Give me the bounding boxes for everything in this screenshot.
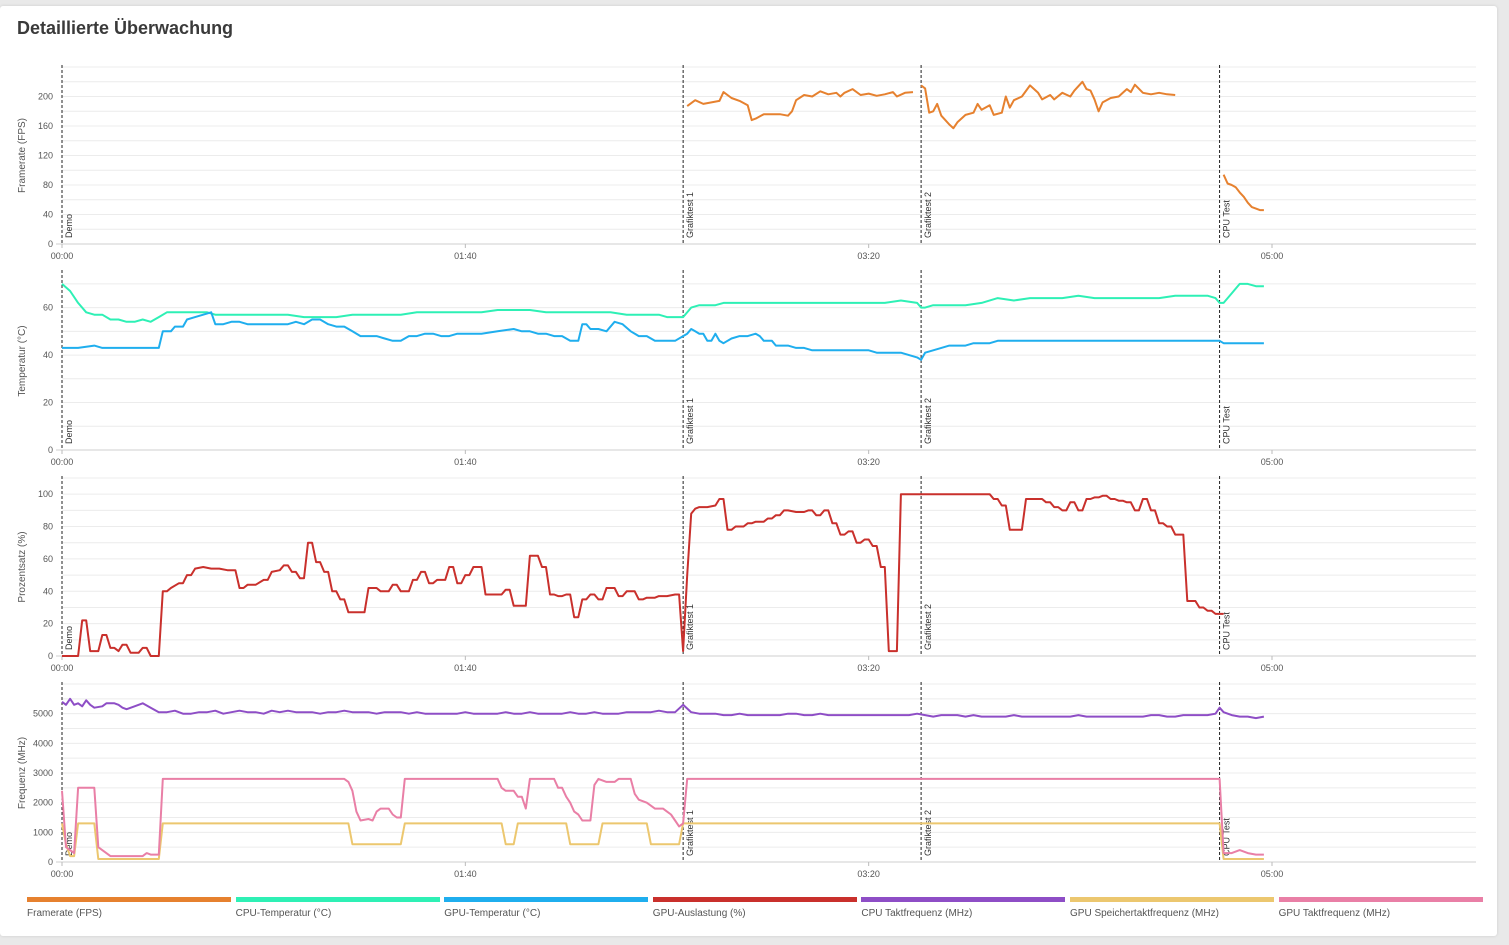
legend-label: Framerate (FPS) bbox=[27, 908, 103, 919]
x-tick-label: 03:20 bbox=[857, 251, 880, 261]
y-axis-label: Temperatur (°C) bbox=[17, 325, 28, 396]
series-line-fps bbox=[686, 88, 914, 122]
y-tick-label: 3000 bbox=[33, 768, 53, 778]
x-tick-label: 00:00 bbox=[51, 251, 74, 261]
y-tick-label: 4000 bbox=[33, 738, 53, 748]
chart-panel-2: 0 20 40 60 Temperatur (°C) 00:00 01:40 03:20 05:… bbox=[17, 270, 1476, 467]
x-tick-label: 05:00 bbox=[1261, 869, 1284, 879]
y-tick-label: 160 bbox=[38, 121, 53, 131]
y-tick-label: 80 bbox=[43, 180, 53, 190]
y-axis-label: Frequenz (MHz) bbox=[17, 737, 28, 809]
test-marker-label: Demo bbox=[64, 420, 74, 444]
y-tick-label: 0 bbox=[48, 445, 53, 455]
x-tick-label: 01:40 bbox=[454, 251, 477, 261]
x-tick-label: 03:20 bbox=[857, 869, 880, 879]
test-marker-label: Grafiktest 2 bbox=[923, 398, 933, 444]
y-tick-label: 100 bbox=[38, 489, 53, 499]
y-tick-label: 40 bbox=[43, 586, 53, 596]
x-tick-label: 01:40 bbox=[454, 663, 477, 673]
y-axis-label: Prozentsatz (%) bbox=[17, 531, 28, 602]
series-line-cpu_clock bbox=[61, 697, 1265, 720]
chart-panel-1: 0 40 80 120 160 200 Framerate (FPS) 00:00 01:40 0… bbox=[17, 65, 1476, 261]
legend-item-gpu_temp[interactable]: GPU-Temperatur (°C) bbox=[444, 897, 649, 921]
legend-swatch bbox=[1070, 897, 1274, 902]
legend-item-gpu_load[interactable]: GPU-Auslastung (%) bbox=[652, 897, 857, 921]
series-line-fps bbox=[1222, 174, 1264, 212]
y-tick-label: 0 bbox=[48, 651, 53, 661]
x-tick-label: 05:00 bbox=[1261, 663, 1284, 673]
test-marker-label: CPU Test bbox=[1222, 612, 1232, 650]
test-marker-label: Demo bbox=[64, 626, 74, 650]
test-marker-label: Grafiktest 1 bbox=[685, 604, 695, 650]
legend-item-gpu_mem_clock[interactable]: GPU Speichertaktfrequenz (MHz) bbox=[1070, 897, 1274, 921]
legend-swatch bbox=[27, 897, 231, 902]
legend-item-fps[interactable]: Framerate (FPS) bbox=[27, 897, 231, 921]
chart-panel-4: 0 1000 2000 3000 4000 5000 Frequenz (MHz) 00:00… bbox=[17, 682, 1476, 879]
y-tick-label: 5000 bbox=[33, 709, 53, 719]
y-tick-label: 40 bbox=[43, 210, 53, 220]
test-marker-label: Grafiktest 2 bbox=[923, 192, 933, 238]
legend-swatch bbox=[444, 897, 649, 902]
test-marker-label: CPU Test bbox=[1222, 406, 1232, 444]
x-tick-label: 05:00 bbox=[1261, 251, 1284, 261]
x-tick-label: 01:40 bbox=[454, 457, 477, 467]
legend-item-gpu_clock[interactable]: GPU Taktfrequenz (MHz) bbox=[1278, 897, 1483, 921]
y-tick-label: 20 bbox=[43, 398, 53, 408]
legend-label: GPU Speichertaktfrequenz (MHz) bbox=[1070, 908, 1219, 919]
x-tick-label: 05:00 bbox=[1261, 457, 1284, 467]
test-marker-label: Grafiktest 2 bbox=[923, 810, 933, 856]
y-tick-label: 60 bbox=[43, 303, 53, 313]
test-marker-label: Demo bbox=[64, 214, 74, 238]
y-tick-label: 20 bbox=[43, 619, 53, 629]
legend-label: CPU-Temperatur (°C) bbox=[235, 908, 332, 919]
legend-label: GPU-Auslastung (%) bbox=[652, 908, 746, 919]
test-marker-label: CPU Test bbox=[1222, 200, 1232, 238]
test-marker-label: Grafiktest 2 bbox=[923, 604, 933, 650]
legend-label: GPU Taktfrequenz (MHz) bbox=[1278, 908, 1391, 919]
legend-swatch bbox=[1278, 897, 1483, 902]
y-tick-label: 200 bbox=[38, 92, 53, 102]
series-line-fps bbox=[920, 80, 1176, 130]
test-marker-label: Demo bbox=[64, 832, 74, 856]
y-tick-label: 60 bbox=[43, 554, 53, 564]
y-tick-label: 1000 bbox=[33, 827, 53, 837]
y-tick-label: 2000 bbox=[33, 798, 53, 808]
series-line-gpu_clock bbox=[61, 777, 1264, 858]
y-tick-label: 0 bbox=[48, 857, 53, 867]
legend-label: GPU-Temperatur (°C) bbox=[444, 908, 541, 919]
x-tick-label: 01:40 bbox=[454, 869, 477, 879]
x-tick-label: 03:20 bbox=[857, 663, 880, 673]
test-marker-label: Grafiktest 1 bbox=[685, 810, 695, 856]
test-marker-label: Grafiktest 1 bbox=[685, 192, 695, 238]
page-title: Detaillierte Überwachung bbox=[17, 18, 234, 38]
y-tick-label: 80 bbox=[43, 522, 53, 532]
series-line-gpu_mem_clock bbox=[61, 822, 1264, 860]
x-tick-label: 03:20 bbox=[857, 457, 880, 467]
y-axis-label: Framerate (FPS) bbox=[17, 118, 28, 193]
legend-swatch bbox=[235, 897, 440, 902]
test-marker-label: CPU Test bbox=[1222, 818, 1232, 856]
y-tick-label: 120 bbox=[38, 151, 53, 161]
monitoring-panel: Detaillierte Überwachung bbox=[0, 6, 1497, 936]
chart-panel-3: 0 20 40 60 80 100 Prozentsatz (%) 00:00 01:40 03:… bbox=[17, 476, 1476, 673]
y-tick-label: 0 bbox=[48, 239, 53, 249]
test-marker-label: Grafiktest 1 bbox=[685, 398, 695, 444]
legend-label: CPU Taktfrequenz (MHz) bbox=[861, 908, 973, 919]
x-tick-label: 00:00 bbox=[51, 663, 74, 673]
y-tick-label: 40 bbox=[43, 350, 53, 360]
series-line-cpu_temp bbox=[61, 282, 1264, 323]
legend-swatch bbox=[652, 897, 857, 902]
series-line-gpu_temp bbox=[62, 311, 1264, 361]
x-tick-label: 00:00 bbox=[51, 869, 74, 879]
legend-item-cpu_temp[interactable]: CPU-Temperatur (°C) bbox=[235, 897, 440, 921]
series-line-gpu_load bbox=[62, 493, 1224, 657]
x-tick-label: 00:00 bbox=[51, 457, 74, 467]
legend-swatch bbox=[861, 897, 1066, 902]
legend-item-cpu_clock[interactable]: CPU Taktfrequenz (MHz) bbox=[861, 897, 1066, 921]
